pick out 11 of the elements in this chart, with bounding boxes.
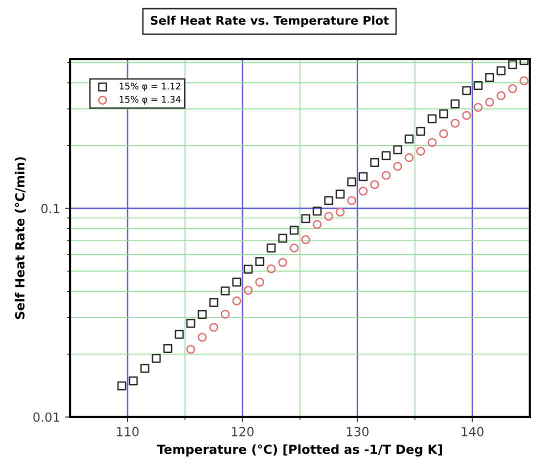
- x-tick-label: 110: [116, 426, 139, 436]
- x-tick-label: 140: [462, 426, 484, 436]
- y-axis-title: Self Heat Rate (°C/min): [14, 157, 26, 319]
- y-tick-label: 0.01: [33, 412, 60, 422]
- x-axis-title: Temperature (°C) [Plotted as -1/T Deg K]: [156, 444, 442, 457]
- chart-title: Self Heat Rate vs. Temperature Plot: [150, 16, 389, 28]
- legend-label: 15% φ = 1.34: [120, 96, 181, 104]
- legend-label: 15% φ = 1.12: [120, 82, 180, 92]
- x-tick-label: 130: [346, 426, 369, 436]
- y-tick-label: 0.1: [41, 204, 60, 214]
- x-tick-label: 120: [232, 426, 254, 436]
